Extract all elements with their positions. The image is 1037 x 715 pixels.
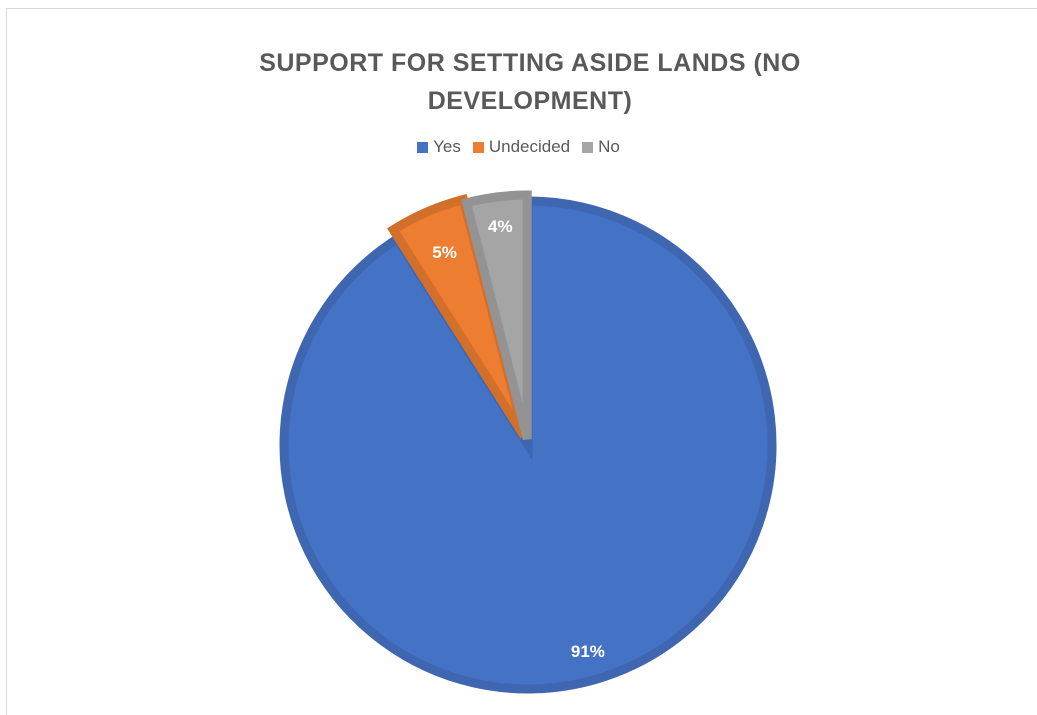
pie-label-no: 4% [488, 217, 513, 236]
legend-item-no: No [582, 137, 620, 157]
pie-label-yes: 91% [571, 642, 605, 661]
legend-swatch-undecided [472, 141, 484, 153]
pie-labels: 91% 5% 4% [432, 217, 605, 661]
legend-label-undecided: Undecided [488, 137, 571, 156]
chart-frame [6, 8, 1037, 715]
legend-item-undecided: Undecided [472, 137, 571, 157]
legend-label-no: No [598, 137, 620, 156]
legend-swatch-no [582, 141, 594, 153]
legend-swatch-yes [417, 141, 429, 153]
legend-label-yes: Yes [433, 137, 461, 156]
pie-slice-no [461, 190, 532, 441]
pie-slices [279, 190, 777, 694]
chart-title: SUPPORT FOR SETTING ASIDE LANDS (NO DEVE… [259, 49, 801, 115]
legend: Yes Undecided No [0, 137, 1037, 157]
pie-slice-yes [279, 196, 777, 694]
pie-label-undecided: 5% [432, 243, 457, 262]
legend-item-yes: Yes [417, 137, 461, 157]
